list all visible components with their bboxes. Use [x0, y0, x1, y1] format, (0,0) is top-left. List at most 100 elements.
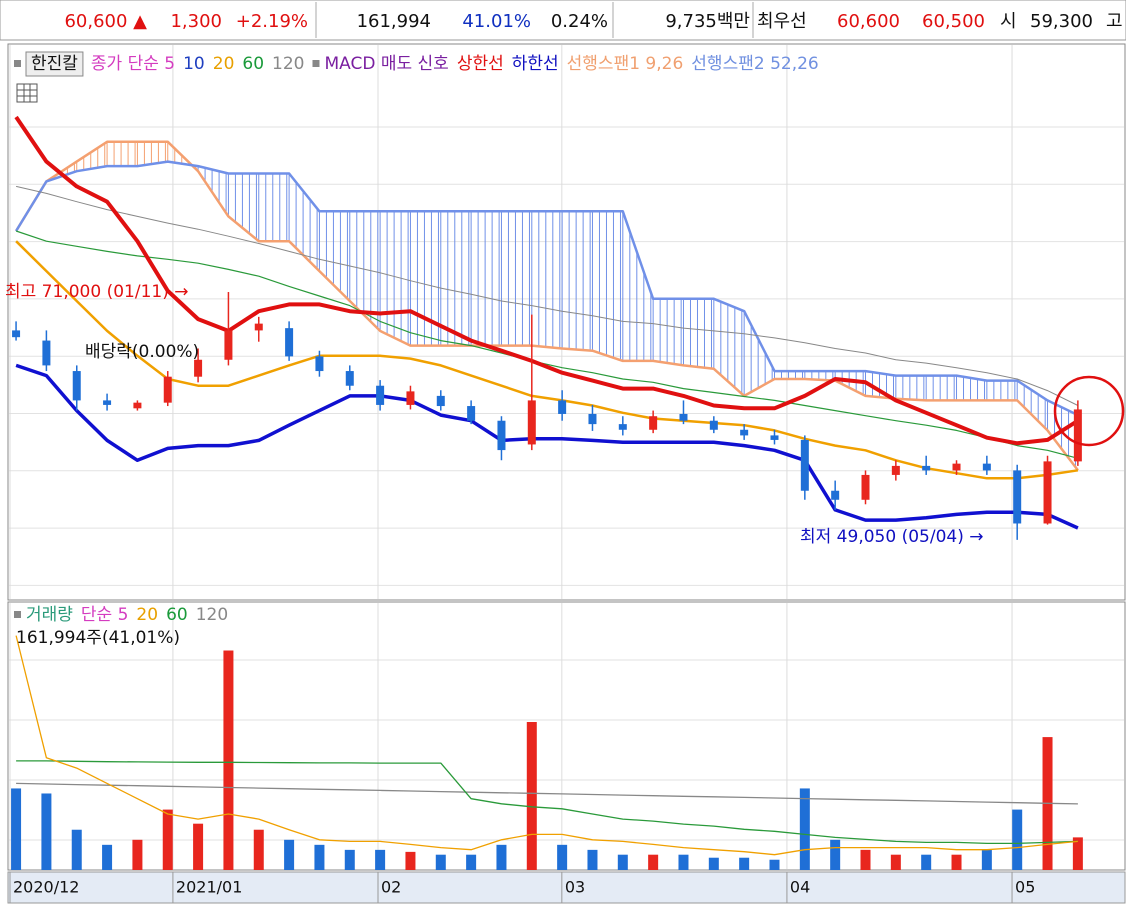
- volume-bar: [769, 859, 780, 870]
- legend-entry: 120: [272, 54, 304, 74]
- volume-bar: [1072, 837, 1083, 870]
- candle-body: [224, 330, 233, 360]
- header-value: 고: [1106, 11, 1123, 32]
- candle-body: [922, 465, 931, 471]
- series-line: [16, 760, 1078, 845]
- header-value: 1,300: [170, 11, 222, 32]
- volume-bar: [102, 844, 113, 870]
- candle-body: [345, 371, 354, 386]
- legend-entry: 20: [136, 605, 158, 625]
- volume-bar: [921, 854, 932, 870]
- candle-body: [618, 424, 627, 430]
- volume-bar: [526, 721, 537, 870]
- header-value: +2.19%: [236, 11, 308, 32]
- candle-body: [42, 340, 51, 366]
- header-value: 161,994: [357, 11, 431, 32]
- annotation: 배당락(0.00%): [85, 342, 199, 362]
- x-axis-bar: [7, 871, 1126, 904]
- header-value: 59,300: [1030, 11, 1093, 32]
- legend-button[interactable]: [25, 51, 84, 77]
- volume-bar: [678, 854, 689, 870]
- candle-body: [831, 490, 840, 500]
- candle-body: [497, 420, 506, 451]
- candle-body: [770, 435, 779, 440]
- volume-bar: [981, 849, 992, 870]
- x-tick-label: 2020/12: [13, 878, 79, 897]
- candle-body: [891, 465, 900, 475]
- candle-body: [133, 402, 142, 409]
- volume-bar: [132, 839, 143, 870]
- volume-bar: [557, 844, 568, 870]
- volume-bar: [314, 844, 325, 870]
- candle-body: [254, 323, 263, 331]
- series-line: [15, 160, 1079, 417]
- volume-bar: [617, 854, 628, 870]
- candle-body: [194, 359, 203, 377]
- legend-square: [14, 611, 21, 618]
- volume-subtitle: 161,994주(41,01%): [16, 628, 180, 648]
- candle-body: [588, 413, 597, 425]
- header-value: 최우선: [757, 11, 807, 32]
- series-line: [15, 240, 1079, 480]
- legend-entry: 선행스팬1 9,26: [567, 54, 684, 74]
- candle-body: [103, 400, 112, 405]
- volume-bar: [1012, 809, 1023, 870]
- volume-bar: [162, 809, 173, 870]
- legend-entry: 60: [166, 605, 188, 625]
- volume-bar: [466, 854, 477, 870]
- legend-entry: 선행스팬2 52,26: [691, 54, 818, 74]
- volume-bar: [860, 849, 871, 870]
- annotation: 최고 71,000 (01/11) →: [5, 282, 188, 302]
- candle-body: [163, 376, 172, 403]
- volume-bar: [41, 793, 52, 870]
- volume-bar: [739, 857, 750, 870]
- volume-bar: [223, 650, 234, 870]
- series-line: [15, 363, 1079, 530]
- volume-bar: [375, 849, 386, 870]
- volume-bar: [890, 854, 901, 870]
- legend-entry: 한진칼: [31, 54, 78, 74]
- legend-entry: 하한선: [512, 54, 559, 74]
- legend-square: [312, 60, 320, 67]
- volume-bar: [799, 788, 810, 870]
- x-tick-label: 05: [1015, 878, 1035, 897]
- header-value: 41.01%: [462, 11, 531, 32]
- volume-bar: [405, 851, 416, 870]
- volume-bar: [11, 788, 22, 870]
- table-icon[interactable]: [16, 83, 38, 103]
- plot: 한진칼 종가 단순 5 10 20 60 120 MACD 매도 신호 상한선 하한선 선행스팬1…: [5, 51, 1083, 870]
- candle-body: [740, 429, 749, 436]
- volume-bar: [708, 857, 719, 870]
- candle-body: [1043, 461, 1052, 524]
- volume-bar: [951, 854, 962, 870]
- volume-bar: [587, 849, 598, 870]
- candle-body: [558, 400, 567, 414]
- series-line: [14, 115, 1079, 446]
- volume-bar: [830, 839, 841, 870]
- header-value: 9,735백만: [665, 11, 750, 32]
- header-value: 60,600 ▲: [64, 11, 147, 32]
- candle-body: [800, 439, 809, 491]
- candle-body: [406, 391, 415, 405]
- volume-bar: [193, 823, 204, 870]
- candle-body: [376, 385, 385, 405]
- volume-bar: [253, 829, 264, 870]
- annotation: 최저 49,050 (05/04) →: [800, 527, 983, 547]
- volume-bar: [496, 844, 507, 870]
- legend-entry: 단순 5: [81, 605, 129, 625]
- candle-body: [952, 463, 961, 471]
- price-panel: [7, 43, 1126, 601]
- candle-body: [12, 330, 21, 338]
- volume-bar: [344, 849, 355, 870]
- candle-body: [861, 474, 870, 500]
- volume-bar: [284, 839, 295, 870]
- legend-entry: 120: [196, 605, 228, 625]
- legend-entry: 종가 단순 5: [91, 54, 175, 74]
- header-value: 60,500: [922, 11, 985, 32]
- candle-body: [709, 420, 718, 430]
- legend-entry: 거래량: [26, 605, 73, 625]
- candle-body: [315, 356, 324, 372]
- legend-entry: 60: [242, 54, 264, 74]
- x-tick-label: 04: [790, 878, 810, 897]
